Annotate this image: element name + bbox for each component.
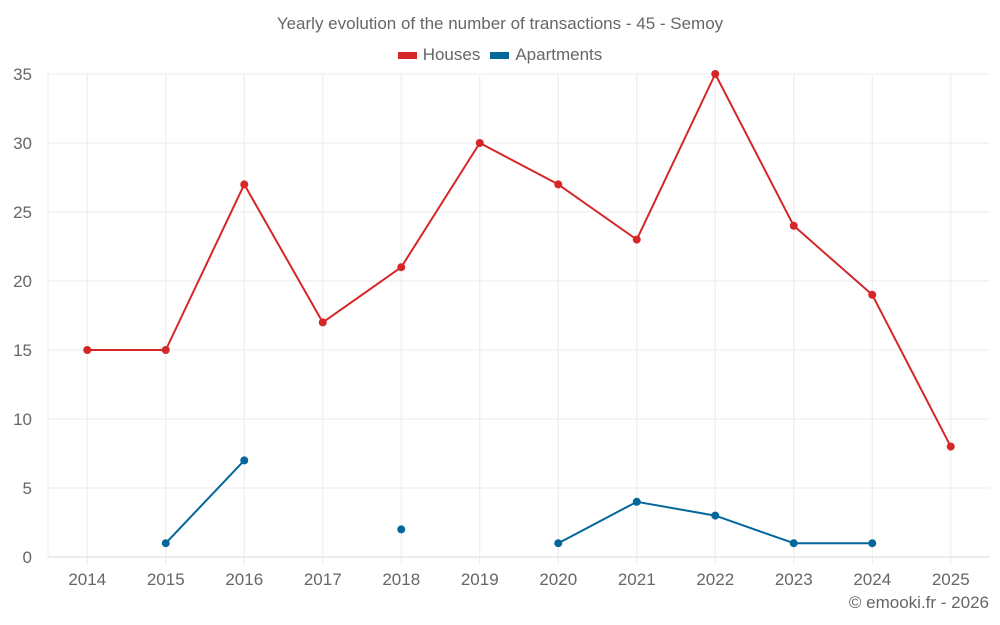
x-tick-label: 2015 [147,570,185,589]
y-tick-label: 25 [13,203,32,222]
data-point-houses [554,180,563,189]
data-point-houses [161,346,170,354]
x-tick-label: 2025 [932,570,970,589]
legend: Houses Apartments [0,45,1000,65]
data-point-apartments [868,539,877,548]
series-line-apartments [165,459,245,544]
legend-item-apartments[interactable]: Apartments [490,45,602,65]
credit-text: © emooki.fr - 2026 [848,593,989,612]
x-tick-label: 2016 [225,570,263,589]
data-point-houses [946,442,955,451]
data-point-apartments [161,539,170,548]
legend-swatch-apartments [490,51,510,59]
data-point-houses [397,263,406,272]
data-point-apartments [240,456,249,465]
x-tick-label: 2019 [461,570,499,589]
y-tick-label: 35 [13,65,32,84]
data-point-houses [632,235,641,244]
y-tick-label: 30 [13,134,32,153]
x-tick-label: 2023 [775,570,813,589]
x-tick-label: 2018 [382,570,420,589]
x-tick-label: 2022 [696,570,734,589]
y-tick-label: 20 [13,272,32,291]
data-point-houses [475,139,484,147]
y-tick-label: 15 [13,341,32,360]
legend-item-houses[interactable]: Houses [397,45,481,65]
y-tick-label: 0 [23,548,32,567]
x-tick-label: 2017 [304,570,342,589]
x-tick-label: 2014 [68,570,106,589]
data-point-houses [711,70,720,78]
x-tick-label: 2021 [618,570,656,589]
x-tick-label: 2024 [853,570,891,589]
data-point-houses [318,318,327,327]
data-point-apartments [397,525,406,534]
legend-label-houses: Houses [422,45,481,64]
legend-swatch-houses [397,51,417,59]
legend-label-apartments: Apartments [515,45,603,64]
chart-title: Yearly evolution of the number of transa… [276,14,724,33]
data-point-houses [789,221,798,230]
series-line-houses [87,73,952,448]
data-point-apartments [554,539,563,548]
y-tick-label: 10 [13,410,32,429]
data-point-apartments [789,539,798,548]
data-point-apartments [632,497,641,506]
data-point-apartments [711,511,720,520]
y-tick-label: 5 [23,479,32,498]
x-tick-label: 2020 [539,570,577,589]
data-point-houses [240,180,249,189]
data-point-houses [868,290,877,299]
data-point-houses [83,346,92,354]
